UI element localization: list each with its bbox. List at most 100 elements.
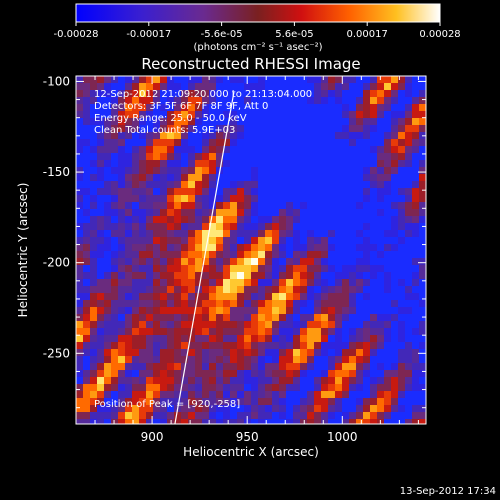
heatmap-cell bbox=[83, 293, 91, 301]
heatmap-cell bbox=[391, 356, 399, 364]
heatmap-cell bbox=[230, 314, 238, 322]
heatmap-cell bbox=[174, 335, 182, 343]
heatmap-cell bbox=[356, 335, 364, 343]
heatmap-cell bbox=[307, 251, 315, 259]
heatmap-cell bbox=[349, 188, 357, 196]
heatmap-cell bbox=[272, 272, 280, 280]
heatmap-cell bbox=[90, 279, 98, 287]
heatmap-cell bbox=[153, 153, 161, 161]
heatmap-cell bbox=[384, 349, 392, 357]
heatmap-cell bbox=[363, 181, 371, 189]
heatmap-cell bbox=[391, 237, 399, 245]
heatmap-cell bbox=[76, 118, 84, 126]
heatmap-cell bbox=[97, 426, 104, 433]
heatmap-cell bbox=[426, 391, 433, 398]
heatmap-cell bbox=[328, 181, 336, 189]
heatmap-cell bbox=[90, 384, 98, 392]
heatmap-cell bbox=[139, 230, 147, 238]
heatmap-cell bbox=[328, 356, 336, 364]
heatmap-cell bbox=[314, 321, 322, 329]
heatmap-cell bbox=[307, 419, 315, 424]
heatmap-cell bbox=[97, 398, 105, 406]
heatmap-cell bbox=[160, 83, 168, 91]
heatmap-cell bbox=[160, 111, 168, 119]
heatmap-cell bbox=[223, 209, 231, 217]
heatmap-cell bbox=[118, 104, 126, 112]
heatmap-cell bbox=[251, 237, 259, 245]
heatmap-cell bbox=[363, 237, 371, 245]
heatmap-cell bbox=[412, 251, 420, 259]
heatmap-cell bbox=[181, 328, 189, 336]
heatmap-cell bbox=[83, 398, 91, 406]
heatmap-cell bbox=[328, 265, 336, 273]
heatmap-cell bbox=[265, 209, 273, 217]
heatmap-cell bbox=[265, 76, 273, 84]
heatmap-cell bbox=[279, 139, 287, 147]
heatmap-cell bbox=[230, 111, 238, 119]
heatmap-cell bbox=[83, 160, 91, 168]
heatmap-cell bbox=[335, 321, 343, 329]
heatmap-cell bbox=[202, 398, 210, 406]
heatmap-cell bbox=[83, 132, 91, 140]
heatmap-cell bbox=[286, 195, 294, 203]
heatmap-cell bbox=[391, 181, 399, 189]
heatmap-cell bbox=[426, 384, 433, 391]
heatmap-cell bbox=[237, 349, 245, 357]
heatmap-cell bbox=[349, 146, 357, 154]
heatmap-cell bbox=[419, 167, 426, 175]
heatmap-cell bbox=[146, 223, 154, 231]
heatmap-cell bbox=[188, 174, 196, 182]
heatmap-cell bbox=[328, 335, 336, 343]
heatmap-cell bbox=[412, 230, 420, 238]
heatmap-cell bbox=[202, 125, 210, 133]
heatmap-cell bbox=[398, 272, 406, 280]
heatmap-cell bbox=[223, 160, 231, 168]
heatmap-cell bbox=[370, 384, 378, 392]
heatmap-cell bbox=[384, 363, 392, 371]
heatmap-cell bbox=[244, 132, 252, 140]
heatmap-cell bbox=[76, 391, 84, 399]
heatmap-cell bbox=[223, 377, 231, 385]
heatmap-cell bbox=[384, 286, 392, 294]
heatmap-cell bbox=[90, 223, 98, 231]
heatmap-cell bbox=[104, 146, 112, 154]
heatmap-cell bbox=[153, 272, 161, 280]
heatmap-cell bbox=[181, 384, 189, 392]
heatmap-cell bbox=[111, 335, 119, 343]
heatmap-cell bbox=[139, 328, 147, 336]
heatmap-cell bbox=[251, 181, 259, 189]
heatmap-cell bbox=[181, 370, 189, 378]
heatmap-cell bbox=[335, 132, 343, 140]
heatmap-cell bbox=[419, 160, 426, 168]
heatmap-cell bbox=[426, 398, 433, 405]
heatmap-cell bbox=[104, 258, 112, 266]
heatmap-cell bbox=[167, 202, 175, 210]
heatmap-cell bbox=[377, 349, 385, 357]
heatmap-cell bbox=[384, 132, 392, 140]
heatmap-cell bbox=[426, 244, 433, 251]
heatmap-cell bbox=[293, 363, 301, 371]
heatmap-cell bbox=[209, 90, 217, 98]
heatmap-cell bbox=[174, 328, 182, 336]
heatmap-cell bbox=[153, 76, 161, 84]
heatmap-cell bbox=[118, 160, 126, 168]
heatmap-cell bbox=[349, 139, 357, 147]
heatmap-cell bbox=[111, 286, 119, 294]
heatmap-cell bbox=[419, 244, 426, 252]
heatmap-cell bbox=[412, 160, 420, 168]
heatmap-cell bbox=[265, 370, 273, 378]
heatmap-cell bbox=[90, 118, 98, 126]
heatmap-cell bbox=[412, 139, 420, 147]
annotation-time: 12-Sep-2012 21:09:20.000 to 21:13:04.000 bbox=[94, 89, 312, 100]
heatmap-cell bbox=[286, 139, 294, 147]
heatmap-cell bbox=[216, 335, 224, 343]
heatmap-cell bbox=[335, 167, 343, 175]
heatmap-cell bbox=[293, 405, 301, 413]
heatmap-cell bbox=[391, 279, 399, 287]
heatmap-cell bbox=[370, 405, 378, 413]
heatmap-cell bbox=[307, 321, 315, 329]
heatmap-cell bbox=[97, 251, 105, 259]
heatmap-cell bbox=[314, 258, 322, 266]
heatmap-cell bbox=[328, 160, 336, 168]
heatmap-cell bbox=[195, 300, 203, 308]
